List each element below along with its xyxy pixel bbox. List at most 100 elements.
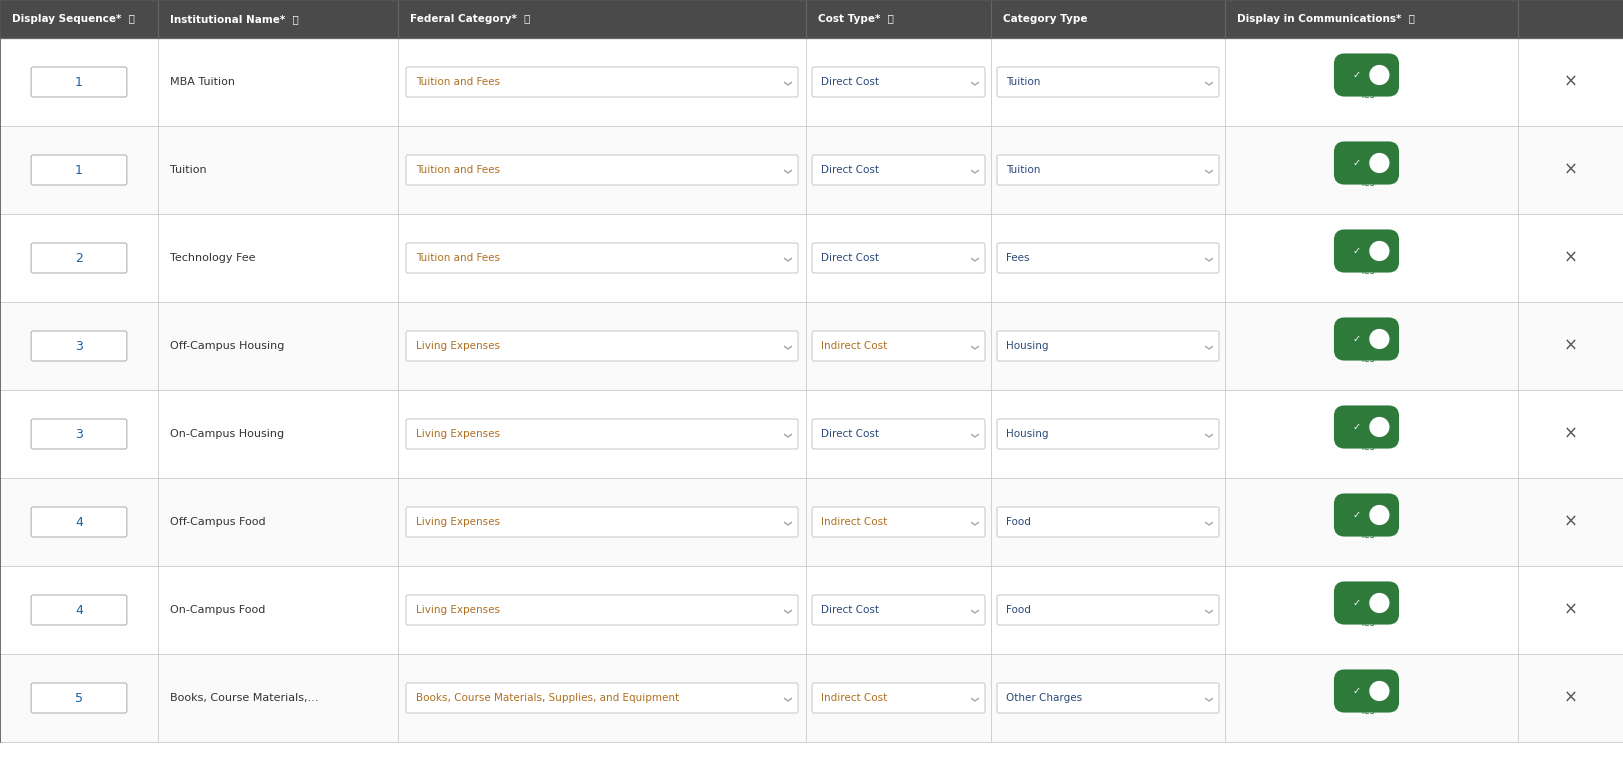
Text: On-Campus Housing: On-Campus Housing — [170, 429, 284, 439]
Text: ❯: ❯ — [967, 431, 977, 438]
FancyBboxPatch shape — [812, 67, 985, 97]
FancyBboxPatch shape — [406, 507, 797, 537]
Text: Fees: Fees — [1005, 253, 1029, 263]
FancyBboxPatch shape — [406, 67, 797, 97]
Text: 3: 3 — [75, 339, 83, 353]
Text: Living Expenses: Living Expenses — [415, 605, 500, 615]
Text: Food: Food — [1005, 517, 1031, 527]
Text: ×: × — [1563, 601, 1578, 619]
Text: ✓: ✓ — [1352, 598, 1360, 608]
Text: Technology Fee: Technology Fee — [170, 253, 255, 263]
FancyBboxPatch shape — [812, 331, 985, 361]
Bar — [0, 214, 1623, 302]
FancyBboxPatch shape — [997, 243, 1219, 273]
Text: Tuition and Fees: Tuition and Fees — [415, 253, 500, 263]
Bar — [0, 38, 1623, 126]
Text: Tuition: Tuition — [170, 165, 206, 175]
Text: ✓: ✓ — [1352, 334, 1360, 344]
Text: ❯: ❯ — [781, 608, 790, 615]
Circle shape — [1368, 593, 1389, 613]
Text: ×: × — [1563, 161, 1578, 179]
Text: Display in Communications*  ⓘ: Display in Communications* ⓘ — [1237, 14, 1414, 24]
Bar — [0, 126, 1623, 214]
FancyBboxPatch shape — [1332, 142, 1397, 185]
FancyBboxPatch shape — [31, 331, 127, 361]
Text: Yes: Yes — [1358, 90, 1373, 100]
FancyBboxPatch shape — [31, 683, 127, 713]
Text: Indirect Cost: Indirect Cost — [821, 693, 886, 703]
Circle shape — [1368, 505, 1389, 525]
FancyBboxPatch shape — [997, 595, 1219, 625]
Text: 4: 4 — [75, 516, 83, 528]
Text: Off-Campus Housing: Off-Campus Housing — [170, 341, 284, 351]
Text: Indirect Cost: Indirect Cost — [821, 341, 886, 351]
Text: 1: 1 — [75, 164, 83, 176]
FancyBboxPatch shape — [1332, 494, 1397, 537]
Text: ❯: ❯ — [967, 696, 977, 702]
Bar — [0, 302, 1623, 390]
FancyBboxPatch shape — [997, 419, 1219, 449]
Circle shape — [1368, 417, 1389, 437]
FancyBboxPatch shape — [1332, 54, 1397, 97]
Text: Indirect Cost: Indirect Cost — [821, 517, 886, 527]
FancyBboxPatch shape — [31, 243, 127, 273]
Text: Direct Cost: Direct Cost — [821, 165, 878, 175]
Text: Housing: Housing — [1005, 429, 1048, 439]
FancyBboxPatch shape — [1332, 229, 1397, 273]
Text: ×: × — [1563, 425, 1578, 443]
Text: Yes: Yes — [1358, 530, 1373, 540]
Text: ❯: ❯ — [781, 344, 790, 350]
Bar — [0, 390, 1623, 478]
Text: Direct Cost: Direct Cost — [821, 253, 878, 263]
Text: ❯: ❯ — [967, 608, 977, 615]
Text: Tuition: Tuition — [1005, 77, 1040, 87]
Text: ❯: ❯ — [781, 431, 790, 438]
Text: ❯: ❯ — [1201, 519, 1211, 527]
FancyBboxPatch shape — [812, 595, 985, 625]
Text: Yes: Yes — [1358, 618, 1373, 628]
Text: Yes: Yes — [1358, 354, 1373, 364]
Text: ×: × — [1563, 337, 1578, 355]
Circle shape — [1368, 241, 1389, 261]
Text: ❯: ❯ — [1201, 344, 1211, 350]
Text: Tuition and Fees: Tuition and Fees — [415, 165, 500, 175]
Text: Institutional Name*  ⓘ: Institutional Name* ⓘ — [170, 14, 299, 24]
Bar — [0, 654, 1623, 742]
FancyBboxPatch shape — [997, 683, 1219, 713]
FancyBboxPatch shape — [406, 419, 797, 449]
FancyBboxPatch shape — [997, 67, 1219, 97]
Text: 5: 5 — [75, 691, 83, 705]
Bar — [0, 478, 1623, 566]
Text: ❯: ❯ — [967, 167, 977, 175]
Text: ❯: ❯ — [781, 167, 790, 175]
Text: Direct Cost: Direct Cost — [821, 77, 878, 87]
Text: Federal Category*  ⓘ: Federal Category* ⓘ — [409, 14, 531, 24]
Text: Tuition: Tuition — [1005, 165, 1040, 175]
Text: ❯: ❯ — [1201, 256, 1211, 263]
Text: Living Expenses: Living Expenses — [415, 517, 500, 527]
FancyBboxPatch shape — [1332, 581, 1397, 625]
Text: ❯: ❯ — [1201, 431, 1211, 438]
FancyBboxPatch shape — [812, 155, 985, 185]
Text: ❯: ❯ — [1201, 696, 1211, 702]
Text: ✓: ✓ — [1352, 422, 1360, 432]
Text: ×: × — [1563, 689, 1578, 707]
Bar — [0, 566, 1623, 654]
FancyBboxPatch shape — [31, 595, 127, 625]
Text: 2: 2 — [75, 251, 83, 264]
Text: ❯: ❯ — [967, 519, 977, 527]
FancyBboxPatch shape — [1332, 317, 1397, 360]
Circle shape — [1368, 681, 1389, 701]
FancyBboxPatch shape — [406, 595, 797, 625]
Text: 1: 1 — [75, 76, 83, 89]
Text: ✓: ✓ — [1352, 70, 1360, 80]
Text: Tuition and Fees: Tuition and Fees — [415, 77, 500, 87]
Text: Yes: Yes — [1358, 706, 1373, 716]
FancyBboxPatch shape — [31, 507, 127, 537]
Text: ✓: ✓ — [1352, 158, 1360, 168]
FancyBboxPatch shape — [31, 67, 127, 97]
Text: Books, Course Materials, Supplies, and Equipment: Books, Course Materials, Supplies, and E… — [415, 693, 678, 703]
Text: Yes: Yes — [1358, 266, 1373, 276]
Text: ❯: ❯ — [1201, 79, 1211, 86]
Text: Direct Cost: Direct Cost — [821, 429, 878, 439]
